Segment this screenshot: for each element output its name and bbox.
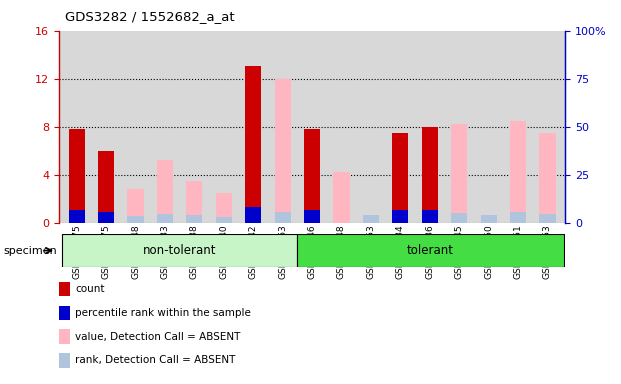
Bar [451, 213, 467, 223]
Text: percentile rank within the sample: percentile rank within the sample [75, 308, 251, 318]
Text: tolerant: tolerant [407, 244, 454, 257]
Text: GDS3282 / 1552682_a_at: GDS3282 / 1552682_a_at [65, 10, 235, 23]
Bar [59, 353, 70, 368]
Bar [245, 66, 261, 223]
Bar [186, 215, 202, 223]
Bar [68, 129, 84, 223]
Bar [481, 215, 497, 223]
Bar [451, 124, 467, 223]
Bar [274, 79, 291, 223]
Bar [510, 212, 526, 223]
Bar [392, 210, 409, 223]
Bar [297, 234, 564, 267]
Bar [59, 281, 70, 296]
Bar [215, 217, 232, 223]
Bar [68, 210, 84, 223]
Bar [274, 212, 291, 223]
Bar [422, 127, 438, 223]
Text: value, Detection Call = ABSENT: value, Detection Call = ABSENT [75, 332, 240, 342]
Bar [363, 215, 379, 223]
Text: specimen: specimen [3, 245, 57, 256]
Bar [540, 214, 556, 223]
Bar [304, 129, 320, 223]
Bar [59, 329, 70, 344]
Bar [127, 217, 143, 223]
Bar [59, 306, 70, 320]
Bar [62, 234, 297, 267]
Bar [540, 133, 556, 223]
Bar [215, 193, 232, 223]
Text: count: count [75, 284, 104, 294]
Bar [98, 212, 114, 223]
Bar [186, 181, 202, 223]
Bar [157, 214, 173, 223]
Bar [98, 151, 114, 223]
Bar [157, 161, 173, 223]
Text: rank, Detection Call = ABSENT: rank, Detection Call = ABSENT [75, 356, 235, 366]
Bar [304, 210, 320, 223]
Bar [392, 133, 409, 223]
Bar [510, 121, 526, 223]
Text: non-tolerant: non-tolerant [143, 244, 216, 257]
Bar [127, 189, 143, 223]
Bar [245, 207, 261, 223]
Bar [422, 210, 438, 223]
Bar [333, 172, 350, 223]
